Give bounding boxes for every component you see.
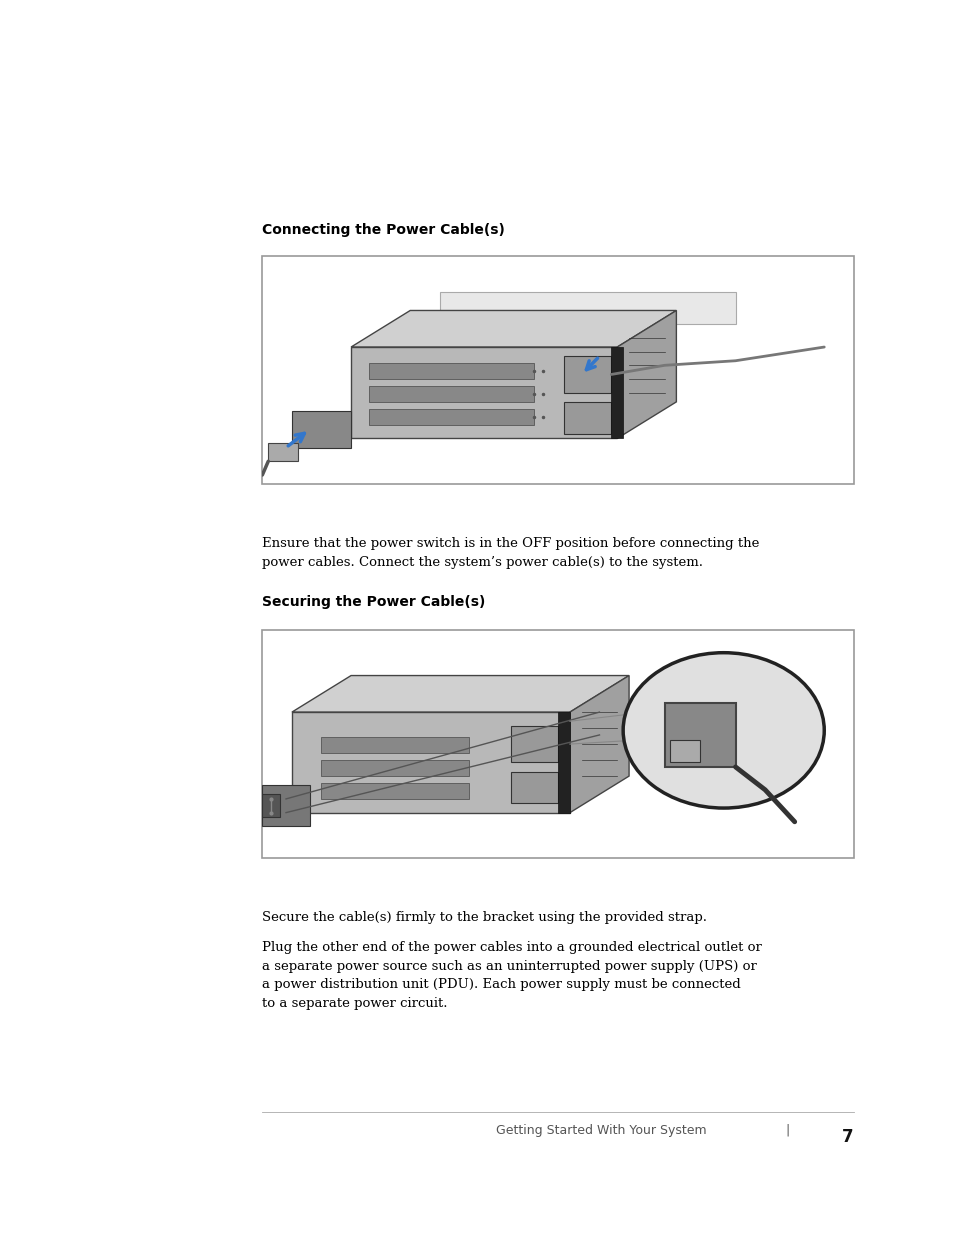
Bar [369,385,534,401]
Bar [510,726,558,762]
Bar [321,783,469,799]
Bar [369,409,534,425]
Bar [563,356,611,393]
Text: 7: 7 [841,1128,853,1146]
Polygon shape [351,310,676,347]
Circle shape [622,652,823,808]
Text: Securing the Power Cable(s): Securing the Power Cable(s) [262,595,485,609]
Bar [369,363,534,379]
Bar [558,713,569,813]
Bar [262,785,310,826]
Text: Plug the other end of the power cables into a grounded electrical outlet or
a se: Plug the other end of the power cables i… [262,941,761,1009]
Polygon shape [439,293,735,325]
Bar [292,411,351,447]
Text: Secure the cable(s) firmly to the bracket using the provided strap.: Secure the cable(s) firmly to the bracke… [262,911,706,925]
Bar [670,740,700,762]
Polygon shape [292,713,569,813]
Bar [262,630,853,858]
Text: Connecting the Power Cable(s): Connecting the Power Cable(s) [262,224,505,237]
Bar [321,760,469,776]
Text: |: | [784,1124,788,1137]
Bar [262,794,280,818]
Bar [321,737,469,753]
Text: Ensure that the power switch is in the OFF position before connecting the
power : Ensure that the power switch is in the O… [262,537,759,569]
Bar [611,347,622,438]
Text: Getting Started With Your System: Getting Started With Your System [496,1124,705,1137]
Polygon shape [292,676,628,713]
Bar [262,256,853,484]
Bar [664,703,735,767]
Polygon shape [569,676,628,813]
Bar [268,443,297,462]
Bar [510,772,558,804]
Bar [563,401,611,433]
Polygon shape [351,347,617,438]
Polygon shape [617,310,676,438]
